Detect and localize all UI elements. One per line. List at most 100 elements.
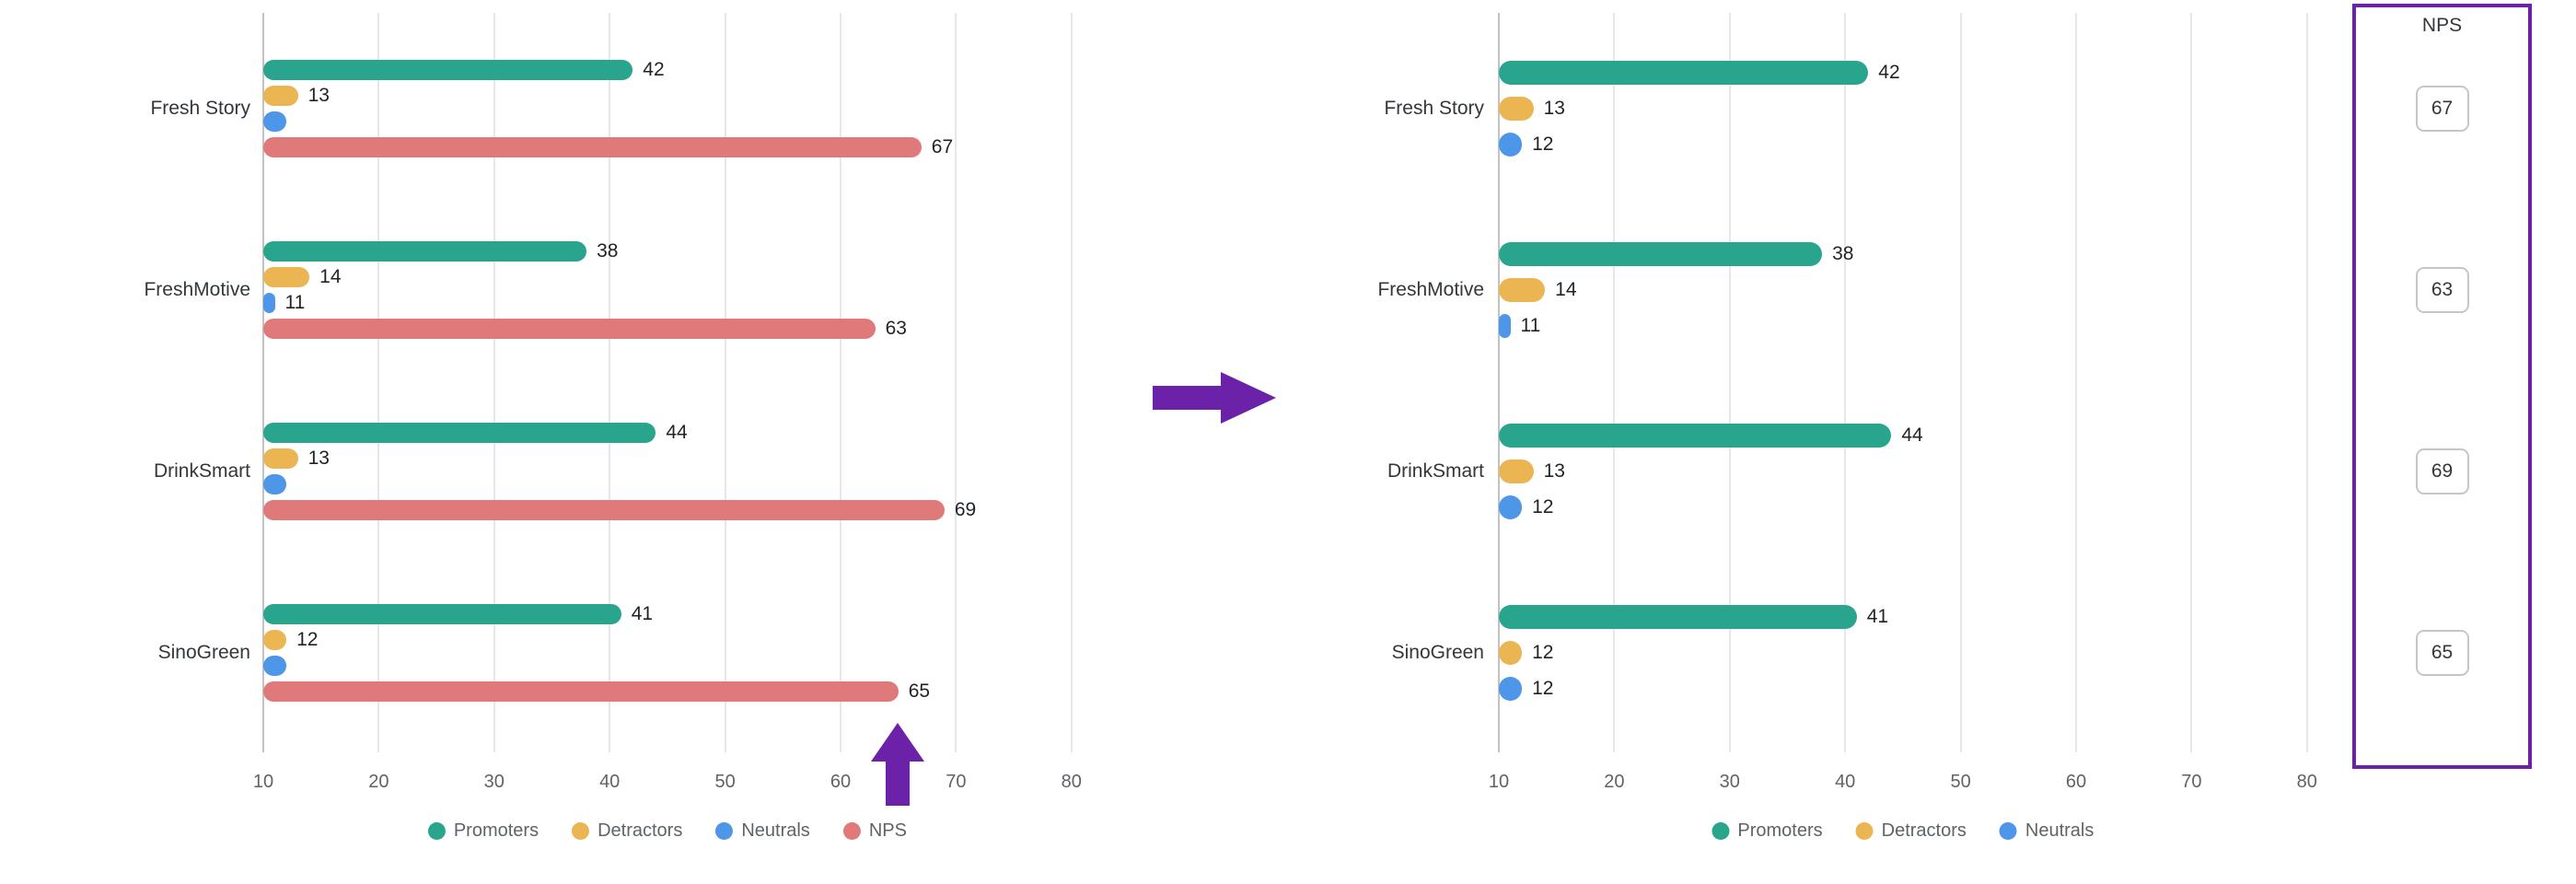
arrow-right-icon (1153, 372, 1276, 424)
bar-promoters-drinksmart (263, 423, 656, 443)
gridline (2190, 13, 2193, 752)
gridline (1728, 13, 1731, 752)
category-label: FreshMotive (1377, 279, 1484, 300)
category-label: Fresh Story (150, 98, 250, 119)
bar-detractors-fresh-story (263, 86, 298, 106)
bar-nps-fresh-story (263, 137, 922, 157)
bar-promoters-freshmotive (1499, 242, 1823, 266)
legend-item-neutrals[interactable]: Neutrals (715, 820, 810, 842)
legend-swatch-icon (715, 822, 734, 840)
nps-value-box: 65 (2415, 630, 2469, 676)
value-label: 41 (1866, 606, 1889, 627)
gridline (493, 13, 495, 752)
bar-neutrals-sinogreen (1499, 677, 1523, 701)
y-axis-line (1498, 13, 1500, 752)
value-label: 63 (885, 318, 907, 339)
category-label: Fresh Story (1384, 98, 1484, 119)
gridline (1844, 13, 1847, 752)
bar-neutrals-freshmotive (1499, 314, 1511, 338)
gridline (2075, 13, 2077, 752)
gridline (1070, 13, 1073, 752)
x-tick-label: 10 (1488, 772, 1510, 792)
legend: Promoters Detractors Neutrals (1712, 820, 2094, 842)
legend-label: Neutrals (741, 820, 810, 841)
x-tick-label: 70 (2181, 772, 2202, 792)
bar-detractors-fresh-story (1499, 97, 1534, 121)
arrow-up-head (871, 723, 924, 762)
nps-value-box: 67 (2415, 86, 2469, 132)
x-tick-label: 10 (252, 772, 274, 792)
bar-nps-freshmotive (263, 319, 876, 339)
legend-item-detractors[interactable]: Detractors (572, 820, 682, 842)
x-tick-label: 20 (368, 772, 389, 792)
legend-item-detractors[interactable]: Detractors (1855, 820, 1967, 842)
bar-detractors-sinogreen (263, 630, 287, 650)
value-label: 65 (908, 680, 931, 702)
bar-neutrals-fresh-story (1499, 133, 1523, 157)
legend-label: Detractors (1881, 820, 1967, 841)
gridline (377, 13, 380, 752)
value-label: 13 (1543, 98, 1565, 119)
x-tick-label: 80 (1061, 772, 1082, 792)
bar-promoters-fresh-story (263, 60, 633, 80)
legend-swatch-icon (1855, 822, 1874, 840)
legend-label: NPS (868, 820, 907, 841)
value-label: 14 (319, 266, 342, 287)
value-label: 12 (1532, 496, 1554, 518)
x-tick-label: 80 (2296, 772, 2317, 792)
value-label: 14 (1555, 279, 1577, 300)
y-axis-line (262, 13, 264, 752)
value-label: 42 (1878, 62, 1900, 83)
legend-label: Promoters (453, 820, 540, 841)
gridline (1959, 13, 1962, 752)
legend-item-promoters[interactable]: Promoters (1712, 820, 1823, 842)
bar-promoters-fresh-story (1499, 61, 1869, 85)
gridline (840, 13, 841, 752)
legend-swatch-icon (1712, 822, 1730, 840)
gridline (1613, 13, 1616, 752)
category-label: DrinkSmart (1387, 460, 1484, 482)
legend-item-promoters[interactable]: Promoters (427, 820, 540, 842)
value-label: 12 (1532, 642, 1554, 663)
legend-item-neutrals[interactable]: Neutrals (1999, 820, 2094, 842)
bar-promoters-sinogreen (1499, 605, 1857, 629)
gridline (955, 13, 957, 752)
value-label: 38 (597, 240, 619, 262)
value-label: 13 (307, 85, 330, 106)
value-label: 12 (296, 629, 319, 650)
bar-detractors-freshmotive (1499, 278, 1546, 302)
arrow-up-tail (886, 762, 910, 806)
value-label: 11 (284, 292, 306, 313)
gridline (2305, 13, 2308, 752)
value-label: 13 (307, 448, 330, 469)
arrow-right-tail (1153, 386, 1221, 410)
bar-detractors-drinksmart (1499, 459, 1534, 483)
nps-panel-title: NPS (2421, 15, 2463, 36)
x-tick-label: 30 (483, 772, 505, 792)
value-label: 69 (954, 499, 977, 520)
legend-item-nps[interactable]: NPS (842, 820, 907, 842)
bar-detractors-sinogreen (1499, 641, 1523, 665)
value-label: 67 (931, 136, 954, 157)
value-label: 12 (1532, 134, 1554, 155)
category-label: SinoGreen (157, 642, 250, 663)
x-tick-label: 50 (1950, 772, 1971, 792)
bar-promoters-sinogreen (263, 604, 621, 624)
legend-swatch-icon (572, 822, 590, 840)
gridline (609, 13, 611, 752)
legend-swatch-icon (427, 822, 446, 840)
bar-promoters-drinksmart (1499, 424, 1892, 448)
value-label: 12 (1532, 678, 1554, 699)
bar-promoters-freshmotive (263, 241, 587, 262)
value-label: 44 (1901, 425, 1923, 446)
category-label: FreshMotive (144, 279, 250, 300)
arrow-right-head (1221, 372, 1276, 424)
bar-detractors-drinksmart (263, 448, 298, 469)
legend-label: Detractors (598, 820, 683, 841)
x-tick-label: 20 (1604, 772, 1625, 792)
value-label: 11 (1520, 315, 1541, 336)
x-tick-label: 40 (599, 772, 621, 792)
bar-nps-drinksmart (263, 500, 945, 520)
